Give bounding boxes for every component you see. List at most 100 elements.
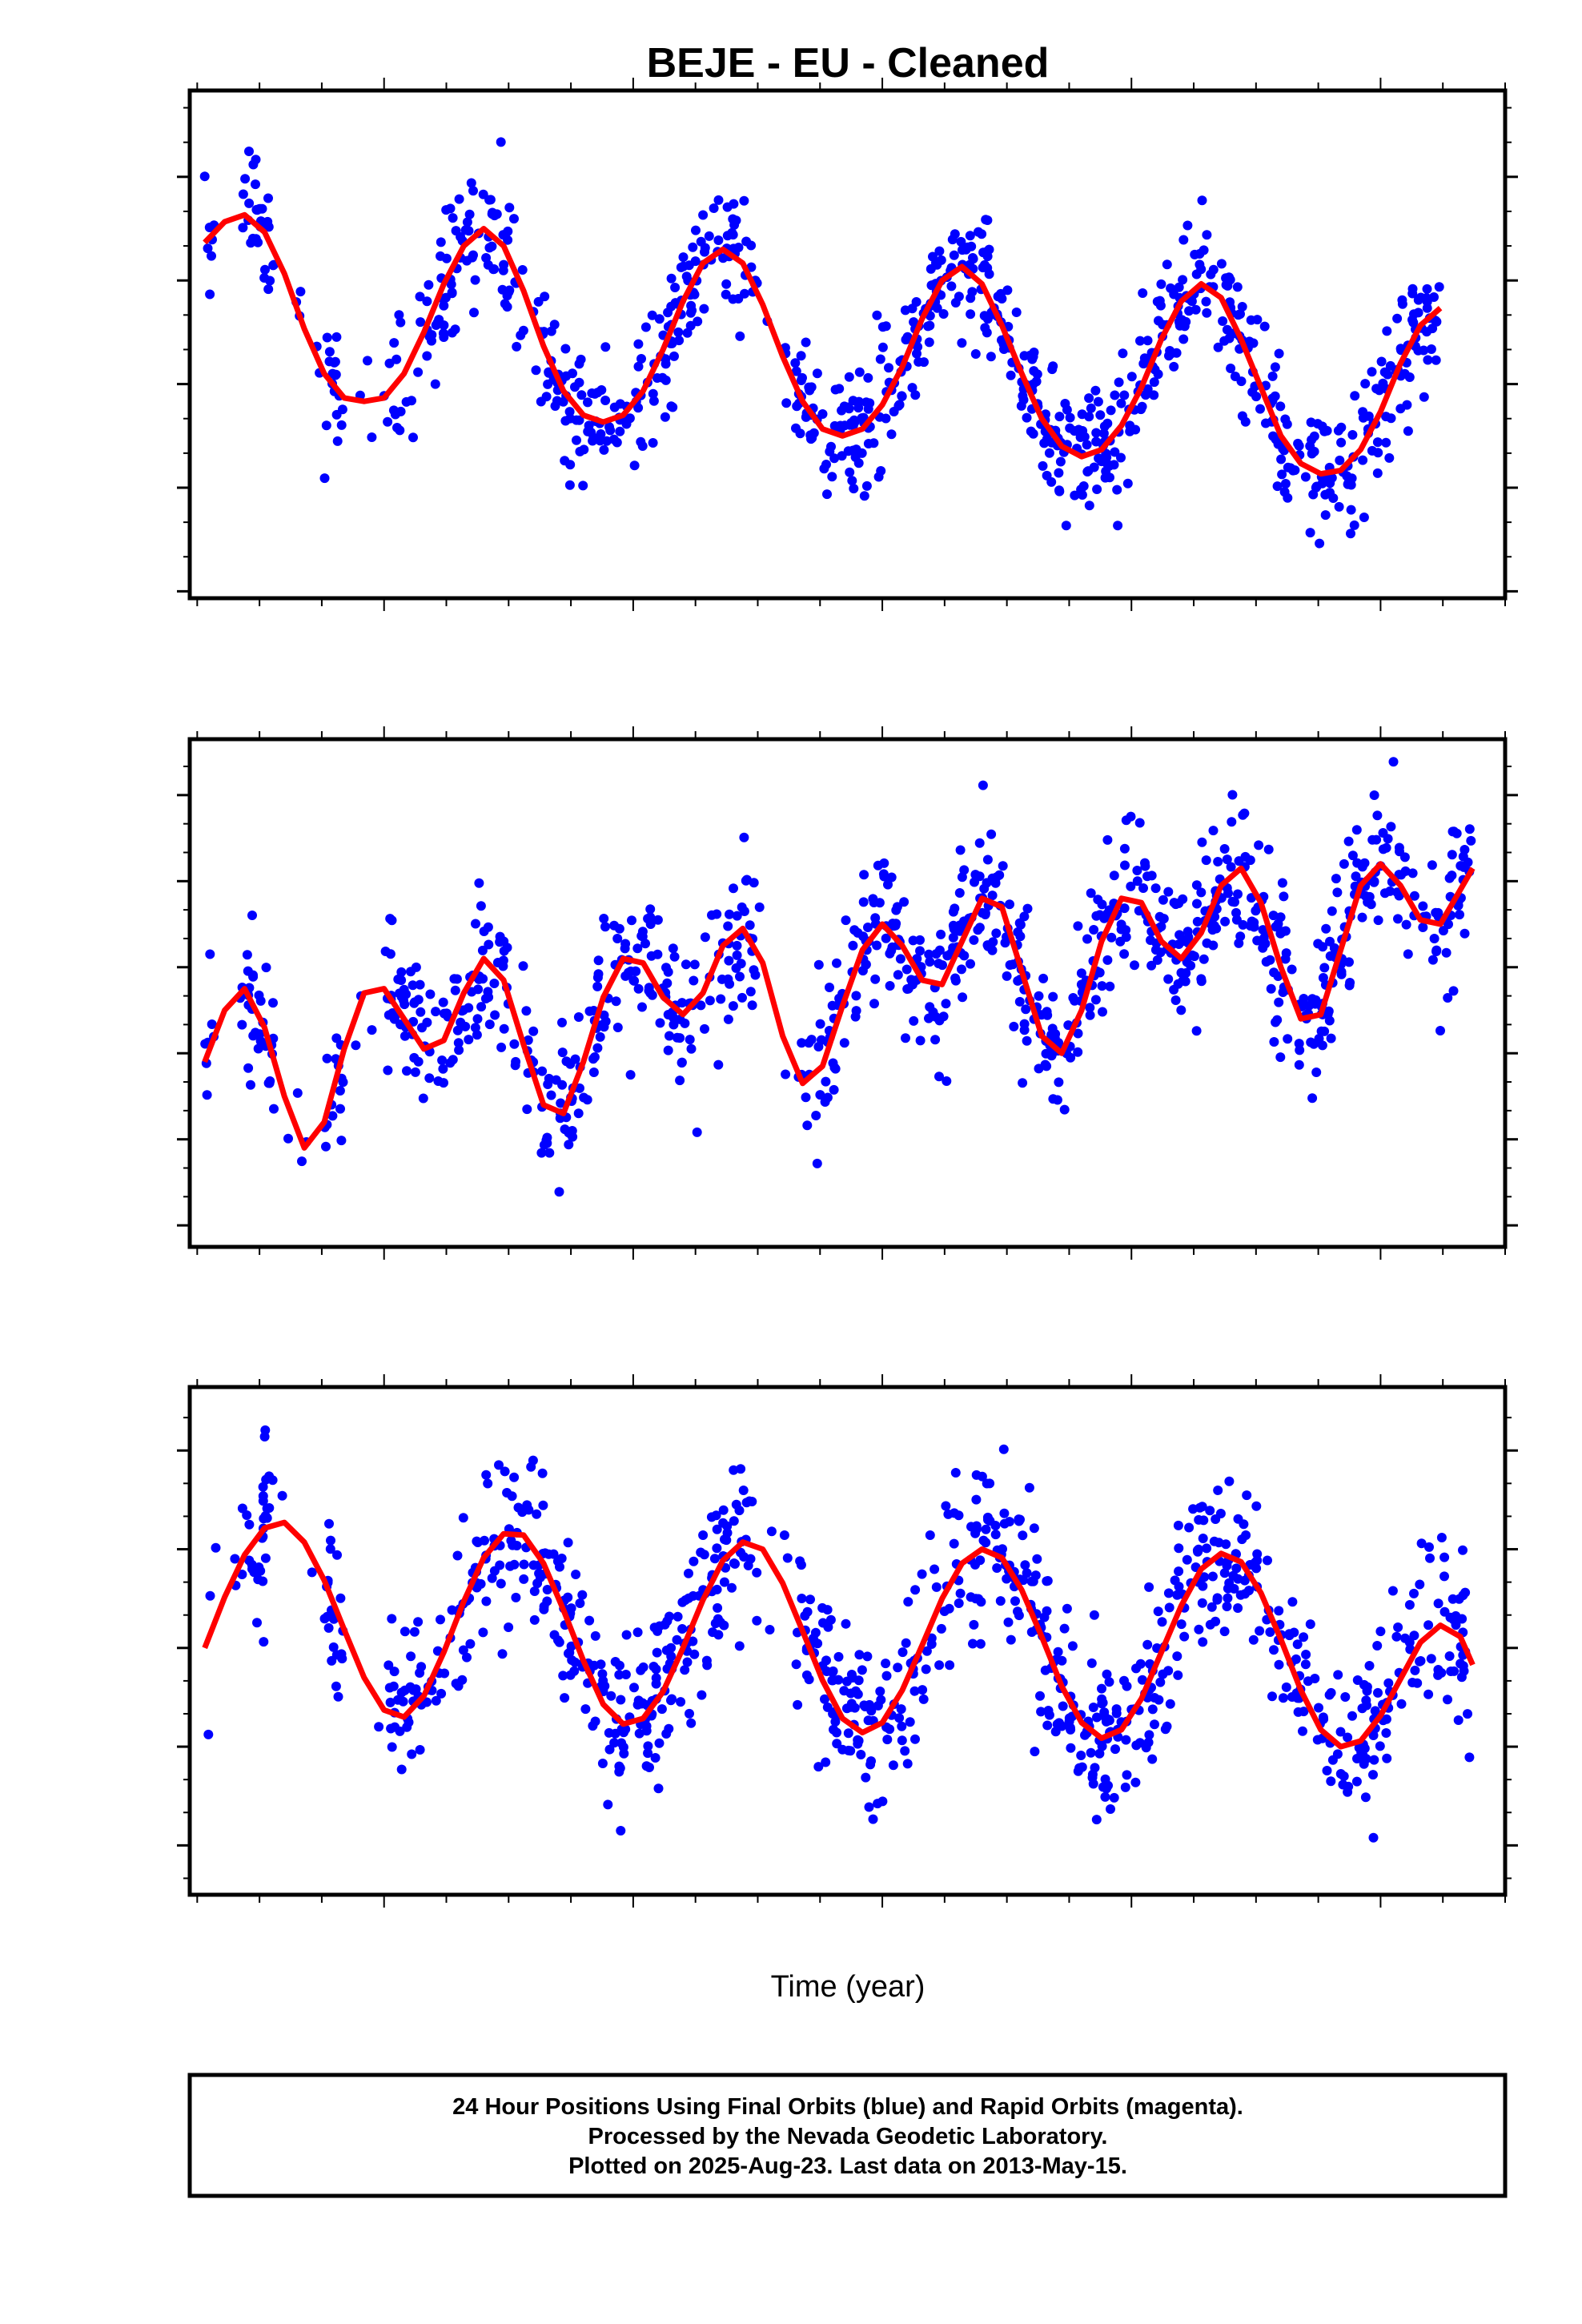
up-data-point: [1006, 1634, 1016, 1645]
north-data-point: [261, 963, 271, 973]
up-data-point: [1134, 1738, 1145, 1748]
north-data-point: [689, 975, 699, 986]
up-data-point: [1073, 1766, 1083, 1776]
north-data-point: [453, 1038, 464, 1048]
up-data-point: [752, 1567, 762, 1578]
up-data-point: [1097, 1699, 1107, 1709]
up-data-point: [954, 1598, 964, 1608]
up-data-point: [945, 1660, 955, 1671]
east-data-point: [1439, 0, 1448, 5]
east-data-point: [1446, 0, 1456, 5]
east-data-point: [244, 147, 254, 156]
up-data-point: [699, 1550, 709, 1560]
east-data-point: [1054, 412, 1065, 422]
east-data-point: [447, 328, 457, 338]
up-data-point: [509, 1472, 520, 1482]
north-data-point: [1441, 947, 1452, 958]
east-data-point: [1419, 392, 1429, 402]
east-data-point: [1288, 465, 1299, 476]
east-data-point: [1450, 0, 1460, 5]
up-data-point: [766, 1526, 777, 1537]
north-data-point: [869, 999, 879, 1009]
up-data-point: [1174, 1582, 1184, 1592]
east-data-point: [1346, 473, 1356, 484]
north-data-point: [336, 1136, 347, 1146]
east-data-point: [413, 367, 424, 377]
north-data-point: [825, 983, 834, 992]
north-data-point: [425, 989, 436, 999]
north-data-point: [1227, 790, 1238, 800]
east-data-point: [601, 436, 612, 446]
east-data-point: [980, 323, 990, 333]
north-data-point: [385, 949, 396, 959]
north-data-point: [611, 996, 621, 1007]
east-data-point: [660, 412, 670, 422]
east-data-point: [876, 466, 886, 476]
north-data-point: [1022, 1035, 1032, 1046]
up-data-point: [666, 1695, 676, 1706]
north-data-point: [1106, 932, 1117, 943]
up-data-point: [452, 1550, 463, 1561]
up-data-point: [651, 1679, 661, 1689]
up-data-point: [752, 1615, 762, 1626]
east-data-point: [560, 416, 571, 426]
north-data-point: [292, 1088, 303, 1098]
north-data-point: [620, 939, 631, 949]
north-data-point: [827, 1000, 837, 1011]
north-data-point: [633, 983, 644, 994]
east-data-point: [938, 309, 949, 319]
north-data-point: [1102, 955, 1113, 965]
up-data-point: [252, 1618, 262, 1628]
east-data-point: [390, 409, 400, 420]
east-data-point: [1139, 353, 1150, 364]
up-data-point: [326, 1535, 335, 1546]
north-data-point: [1227, 896, 1238, 907]
north-data-point: [812, 1158, 822, 1168]
up-data-point: [513, 1502, 524, 1513]
east-data-point: [1236, 376, 1247, 387]
up-data-point: [697, 1690, 707, 1700]
up-data-point: [389, 1667, 400, 1677]
north-data-point: [424, 1073, 435, 1084]
east-data-point: [1178, 275, 1188, 285]
north-data-point: [283, 1133, 293, 1144]
north-data-point: [1231, 907, 1241, 918]
up-data-point: [323, 1622, 334, 1633]
north-data-point: [754, 902, 765, 912]
up-data-point: [1433, 1665, 1443, 1675]
up-data-point: [505, 1561, 516, 1571]
up-data-point: [796, 1560, 806, 1570]
north-data-point: [1119, 949, 1130, 959]
up-data-point: [638, 1662, 648, 1672]
east-data-point: [1429, 292, 1439, 302]
north-data-point: [1019, 911, 1030, 922]
east-data-point: [640, 322, 651, 332]
north-data-point: [669, 951, 680, 962]
up-data-point: [1040, 1665, 1050, 1675]
up-data-point: [1453, 1715, 1464, 1725]
east-data-point: [670, 283, 681, 292]
east-data-point: [1468, 0, 1477, 5]
up-data-point: [1194, 1624, 1204, 1634]
north-data-point: [243, 1063, 254, 1073]
up-data-point: [1150, 1719, 1159, 1730]
up-data-point: [539, 1604, 549, 1614]
up-data-point: [458, 1513, 468, 1523]
up-data-point: [402, 1722, 412, 1732]
east-data-point: [1048, 361, 1058, 372]
up-data-point: [580, 1704, 591, 1715]
east-data-point: [817, 409, 828, 419]
east-data-point: [796, 351, 806, 361]
north-data-point: [556, 1098, 566, 1108]
east-data-point: [735, 331, 745, 341]
east-data-point: [329, 357, 339, 368]
up-data-point: [1426, 1654, 1436, 1664]
north-data-point: [600, 1016, 611, 1027]
up-data-point: [1300, 1659, 1311, 1670]
north-data-point: [470, 1023, 480, 1033]
east-data-point: [1162, 259, 1172, 270]
up-data-point: [335, 1593, 346, 1603]
north-data-point: [1307, 1093, 1318, 1104]
up-data-point: [258, 1491, 268, 1502]
north-data-point: [592, 972, 603, 983]
